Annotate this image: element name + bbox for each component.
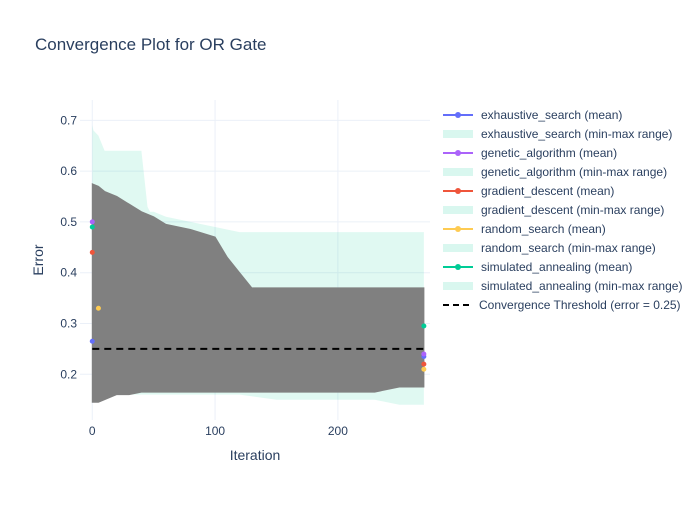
legend-mean-label: simulated_annealing (mean) bbox=[481, 260, 632, 274]
series-point bbox=[421, 366, 427, 372]
legend-mean-label: gradient_descent (mean) bbox=[481, 184, 614, 198]
legend-range-swatch bbox=[443, 282, 473, 290]
series-point bbox=[89, 249, 95, 255]
legend-mean-marker bbox=[455, 188, 461, 194]
legend-mean-marker bbox=[455, 226, 461, 232]
x-axis-label: Iteration bbox=[230, 447, 281, 463]
series-point bbox=[421, 361, 427, 367]
legend-threshold-label: Convergence Threshold (error = 0.25) bbox=[479, 298, 681, 312]
series-point bbox=[89, 219, 95, 225]
y-tick-label: 0.2 bbox=[60, 367, 77, 381]
series-point bbox=[89, 338, 95, 344]
dense-range-overlay bbox=[91, 183, 425, 403]
y-tick-label: 0.4 bbox=[60, 266, 77, 280]
legend-mean-marker bbox=[455, 112, 461, 118]
series-point bbox=[95, 305, 101, 311]
legend-mean-label: genetic_algorithm (mean) bbox=[481, 146, 617, 160]
y-tick-label: 0.3 bbox=[60, 316, 77, 330]
dense-overlay-layer bbox=[91, 183, 425, 403]
legend-mean-label: random_search (mean) bbox=[481, 222, 606, 236]
legend-range-swatch bbox=[443, 206, 473, 214]
legend-range-label: genetic_algorithm (min-max range) bbox=[481, 165, 667, 179]
legend-range-swatch bbox=[443, 130, 473, 138]
legend-range-swatch bbox=[443, 168, 473, 176]
x-tick-label: 100 bbox=[205, 424, 225, 438]
x-tick-label: 0 bbox=[89, 424, 96, 438]
legend-mean-marker bbox=[455, 150, 461, 156]
chart-title: Convergence Plot for OR Gate bbox=[35, 35, 267, 54]
legend-range-swatch bbox=[443, 244, 473, 252]
legend-range-label: simulated_annealing (min-max range) bbox=[481, 279, 682, 293]
series-layer bbox=[89, 219, 427, 372]
legend-range-label: random_search (min-max range) bbox=[481, 241, 656, 255]
tick-layer: 0.2 0.3 0.4 0.5 0.6 0.7 0 100 200 bbox=[60, 113, 348, 438]
legend-range-label: exhaustive_search (min-max range) bbox=[481, 127, 672, 141]
y-tick-label: 0.6 bbox=[60, 164, 77, 178]
legend-mean-label: exhaustive_search (mean) bbox=[481, 108, 622, 122]
legend-range-label: gradient_descent (min-max range) bbox=[481, 203, 664, 217]
series-point bbox=[421, 323, 427, 329]
series-point bbox=[89, 224, 95, 230]
legend: exhaustive_search (mean) exhaustive_searc… bbox=[443, 108, 682, 312]
legend-mean-marker bbox=[455, 264, 461, 270]
y-tick-label: 0.7 bbox=[60, 113, 77, 127]
x-tick-label: 200 bbox=[328, 424, 348, 438]
series-point bbox=[421, 351, 427, 357]
y-axis-label: Error bbox=[30, 244, 46, 275]
y-tick-label: 0.5 bbox=[60, 215, 77, 229]
